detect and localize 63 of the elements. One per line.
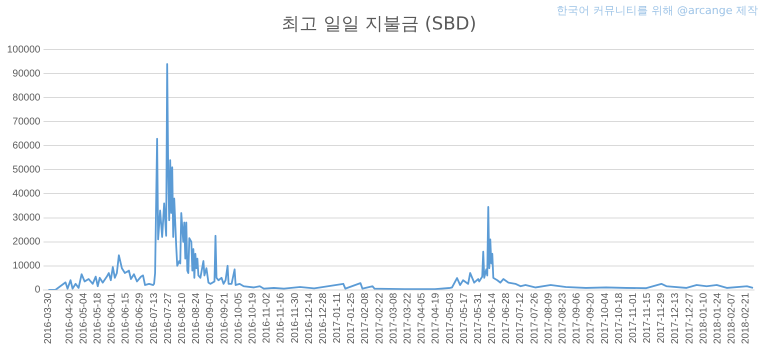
x-tick-label: 2017-11-15 (642, 292, 654, 344)
x-tick-label: 2017-05-03 (444, 292, 456, 344)
x-tick-label: 2016-08-10 (177, 292, 188, 344)
x-tick-label: 2016-11-30 (290, 292, 301, 344)
x-tick-label: 2017-02-08 (360, 292, 372, 344)
x-tick-label: 2017-04-19 (430, 292, 442, 344)
x-tick-label: 2016-09-21 (219, 292, 230, 344)
x-tick-label: 2017-11-29 (656, 292, 668, 344)
x-tick-label: 2017-10-18 (614, 292, 625, 344)
x-tick-label: 2016-06-29 (134, 292, 146, 344)
x-tick-label: 2016-05-18 (92, 292, 104, 344)
y-tick-label: 90000 (12, 68, 41, 80)
x-tick-label: 2016-06-01 (106, 292, 118, 344)
x-tick-label: 2017-03-22 (402, 292, 414, 344)
y-tick-label: 50000 (12, 164, 41, 176)
x-tick-label: 2017-12-13 (670, 292, 682, 344)
x-tick-label: 2017-01-11 (332, 292, 344, 344)
x-tick-label: 2017-12-27 (684, 292, 696, 344)
x-tick-label: 2016-06-15 (120, 292, 132, 344)
y-tick-label: 10000 (12, 260, 41, 272)
x-tick-label: 2016-11-02 (262, 292, 273, 344)
x-tick-label: 2017-05-31 (472, 292, 484, 344)
y-tick-label: 70000 (12, 116, 41, 128)
x-tick-label: 2018-01-10 (698, 292, 710, 344)
y-tick-label: 20000 (12, 236, 41, 248)
chart-title: 최고 일일 지불금 (SBD) (282, 13, 476, 34)
x-tick-label: 2016-05-04 (78, 292, 90, 344)
x-tick-label: 2017-04-05 (416, 292, 428, 344)
x-tick-label: 2016-12-28 (318, 292, 329, 344)
x-tick-label: 2017-06-14 (487, 292, 498, 344)
x-tick-label: 2016-08-24 (191, 292, 202, 344)
x-tick-label: 2017-08-23 (558, 292, 569, 344)
y-tick-label: 100000 (6, 44, 41, 56)
y-tick-label: 30000 (12, 212, 41, 224)
y-tick-label: 60000 (12, 140, 41, 152)
x-tick-label: 2017-08-09 (543, 292, 554, 344)
x-tick-label: 2016-12-14 (304, 292, 315, 344)
x-tick-label: 2017-06-28 (501, 292, 512, 344)
x-tick-label: 2016-11-16 (276, 292, 287, 344)
y-tick-label: 0 (34, 284, 41, 296)
x-tick-label: 2017-02-22 (374, 292, 386, 344)
x-tick-label: 2017-07-26 (529, 292, 540, 344)
x-tick-label: 2016-03-30 (43, 292, 54, 344)
x-tick-label: 2016-09-07 (205, 292, 216, 344)
x-tick-label: 2016-07-27 (162, 292, 174, 344)
y-tick-label: 80000 (12, 92, 41, 104)
x-tick-label: 2016-10-05 (233, 292, 244, 344)
x-tick-label: 2016-10-19 (247, 292, 258, 344)
x-tick-label: 2017-09-20 (586, 292, 597, 344)
x-tick-label: 2018-02-07 (726, 292, 738, 344)
x-tick-label: 2017-05-17 (458, 292, 470, 344)
x-tick-label: 2017-10-04 (600, 292, 611, 344)
x-tick-label: 2017-07-12 (515, 292, 526, 344)
x-tick-label: 2016-07-13 (148, 292, 160, 344)
y-tick-label: 40000 (12, 188, 41, 200)
x-tick-label: 2018-02-21 (740, 292, 752, 344)
x-tick-label: 2017-01-25 (346, 292, 358, 344)
text: 한국어 커뮤니티를 위해 @arcange 제작 (556, 3, 758, 18)
x-tick-label: 2017-03-08 (388, 292, 400, 344)
x-tick-label: 2016-04-20 (64, 292, 76, 344)
x-tick-label: 2017-09-06 (572, 292, 583, 344)
x-tick-label: 2017-11-01 (628, 292, 639, 344)
x-tick-label: 2018-01-24 (712, 292, 724, 344)
